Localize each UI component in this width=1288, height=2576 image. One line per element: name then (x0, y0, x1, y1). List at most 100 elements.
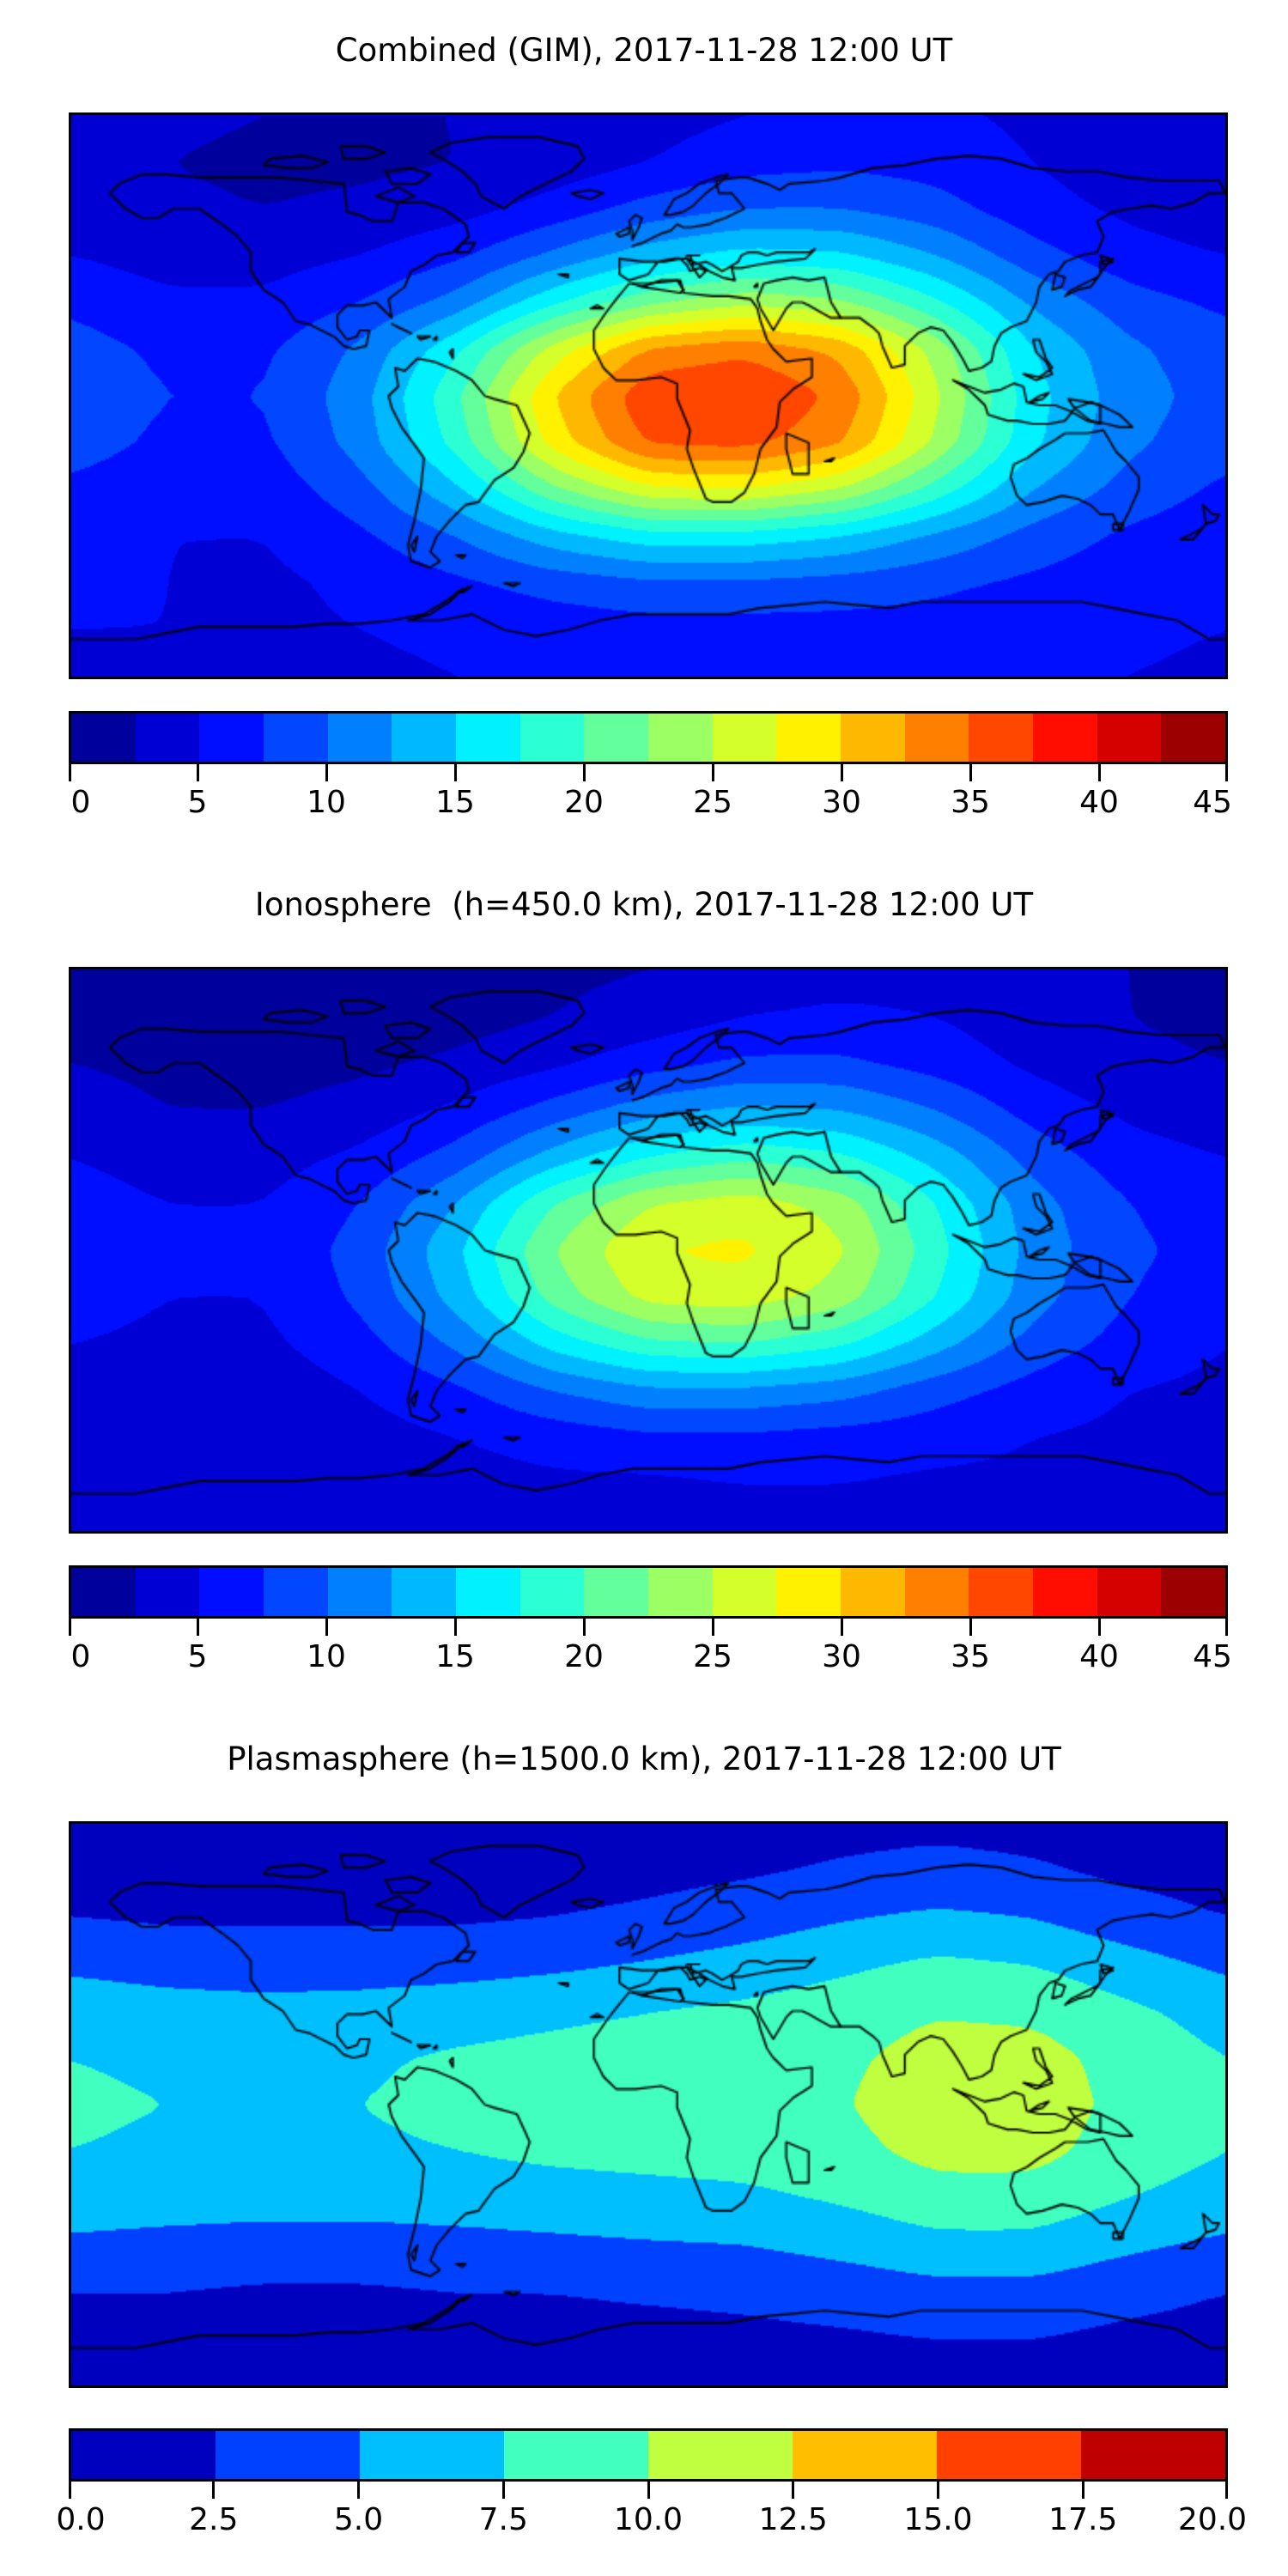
colorbar-tick (582, 1619, 586, 1636)
map-combined-gim (69, 112, 1228, 679)
colorbar-gradient-plasmasphere (69, 2428, 1228, 2482)
colorbar-tick-label: 5 (187, 1639, 208, 1674)
colorbar-band (216, 2431, 360, 2479)
colorbar-band (841, 714, 905, 762)
colorbar-tick (453, 1619, 457, 1636)
colorbar-band (1161, 1568, 1226, 1616)
colorbar-tick (647, 2482, 650, 2499)
colorbar-tick (1081, 2482, 1084, 2499)
colorbar-band (648, 714, 713, 762)
tec-field-plasmasphere (71, 1824, 1225, 2385)
colorbar-tick (69, 2482, 71, 2499)
colorbar-band (199, 714, 264, 762)
colorbar-tick (501, 2482, 505, 2499)
panel-title-combined-gim: Combined (GIM), 2017-11-28 12:00 UT (335, 32, 953, 69)
colorbar-tick-label: 2.5 (189, 2502, 239, 2537)
colorbar-gradient-ionosphere (69, 1565, 1228, 1619)
colorbar-band (904, 714, 969, 762)
colorbar-band (648, 1568, 713, 1616)
colorbar-plasmasphere: 0.0 2.5 5.0 7.5 10.0 12.5 15.0 17.5 20.0 (56, 2428, 1247, 2540)
colorbar-band (327, 714, 392, 762)
colorbar-tick-label: 20.0 (1177, 2502, 1248, 2537)
colorbar-band (264, 714, 328, 762)
colorbar-band (360, 2431, 504, 2479)
colorbar-tick (196, 764, 199, 781)
colorbar-band (648, 2431, 793, 2479)
colorbar-band (71, 1568, 136, 1616)
colorbar-tick-label: 15 (435, 1639, 475, 1674)
colorbar-ticks-plasmasphere (69, 2482, 1228, 2500)
colorbar-band (712, 1568, 777, 1616)
colorbar-tick-label: 15.0 (903, 2502, 973, 2537)
panel-combined-gim: Combined (GIM), 2017-11-28 12:00 UT 0 5 10… (0, 0, 1288, 859)
colorbar-tick-label: 10 (307, 1639, 346, 1674)
colorbar-tick-label: 20 (564, 785, 604, 820)
tec-field-combined-gim (71, 115, 1225, 677)
colorbar-combined-gim: 0 5 10 15 20 25 30 35 40 45 (69, 711, 1232, 823)
colorbar-band (135, 714, 200, 762)
colorbar-band (776, 1568, 841, 1616)
colorbar-band (776, 714, 841, 762)
colorbar-tick-label: 0.0 (56, 2502, 106, 2537)
colorbar-tick-label: 35 (951, 785, 990, 820)
colorbar-tick (212, 2482, 216, 2499)
colorbar-band (1081, 2431, 1225, 2479)
colorbar-tick-label: 40 (1079, 1639, 1119, 1674)
colorbar-tick-label: 15 (435, 785, 475, 820)
colorbar-tick (196, 1619, 199, 1636)
colorbar-tick-label: 0 (70, 1639, 91, 1674)
panel-ionosphere: Ionosphere (h=450.0 km), 2017-11-28 12:0… (0, 854, 1288, 1713)
map-plasmasphere (69, 1821, 1228, 2388)
colorbar-labels-combined-gim: 0 5 10 15 20 25 30 35 40 45 (69, 783, 1232, 823)
colorbar-tick-label: 12.5 (758, 2502, 828, 2537)
colorbar-tick (1225, 2482, 1228, 2499)
colorbar-band (392, 1568, 457, 1616)
colorbar-tick (1097, 764, 1101, 781)
colorbar-band (519, 714, 585, 762)
colorbar-band (71, 2431, 216, 2479)
colorbar-gradient-combined-gim (69, 711, 1228, 764)
colorbar-ticks-ionosphere (69, 1619, 1228, 1637)
colorbar-tick (357, 2482, 360, 2499)
colorbar-band (904, 1568, 969, 1616)
colorbar-tick (792, 2482, 795, 2499)
colorbar-tick (1225, 1619, 1228, 1636)
colorbar-tick (711, 764, 714, 781)
colorbar-tick-label: 0 (70, 785, 91, 820)
colorbar-band (1033, 714, 1097, 762)
colorbar-tick (582, 764, 586, 781)
colorbar-band (327, 1568, 392, 1616)
panel-title-plasmasphere: Plasmasphere (h=1500.0 km), 2017-11-28 1… (227, 1741, 1061, 1777)
colorbar-tick (711, 1619, 714, 1636)
colorbar-tick-label: 10 (307, 785, 346, 820)
colorbar-tick (69, 764, 71, 781)
colorbar-band (456, 714, 520, 762)
colorbar-band (584, 714, 649, 762)
panel-plasmasphere: Plasmasphere (h=1500.0 km), 2017-11-28 1… (0, 1709, 1288, 2576)
colorbar-tick (69, 1619, 71, 1636)
colorbar-tick-label: 25 (693, 785, 732, 820)
colorbar-tick-label: 5 (187, 785, 208, 820)
colorbar-tick-label: 40 (1079, 785, 1119, 820)
colorbar-tick (840, 764, 843, 781)
colorbar-tick-label: 45 (1193, 785, 1232, 820)
colorbar-tick (1097, 1619, 1101, 1636)
colorbar-band (135, 1568, 200, 1616)
colorbar-band (504, 2431, 648, 2479)
colorbar-band (793, 2431, 937, 2479)
colorbar-band (712, 714, 777, 762)
colorbar-band (1097, 714, 1162, 762)
colorbar-band (71, 714, 136, 762)
colorbar-tick (969, 1619, 972, 1636)
colorbar-tick (453, 764, 457, 781)
colorbar-tick-label: 30 (822, 1639, 861, 1674)
colorbar-band (937, 2431, 1081, 2479)
colorbar-tick (325, 1619, 328, 1636)
colorbar-tick (325, 764, 328, 781)
colorbar-band (969, 1568, 1034, 1616)
colorbar-tick-label: 35 (951, 1639, 990, 1674)
colorbar-band (264, 1568, 328, 1616)
colorbar-band (1097, 1568, 1162, 1616)
map-ionosphere (69, 967, 1228, 1534)
